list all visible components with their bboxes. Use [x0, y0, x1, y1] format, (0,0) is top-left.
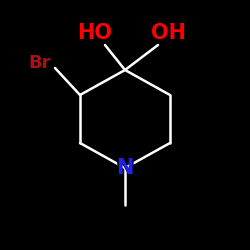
Text: Br: Br [29, 54, 51, 72]
Text: N: N [116, 158, 134, 178]
Text: OH: OH [147, 21, 189, 45]
Text: HO: HO [78, 23, 112, 43]
Text: Br: Br [26, 53, 54, 73]
Text: OH: OH [150, 23, 186, 43]
Text: N: N [114, 156, 136, 180]
Text: HO: HO [74, 21, 116, 45]
